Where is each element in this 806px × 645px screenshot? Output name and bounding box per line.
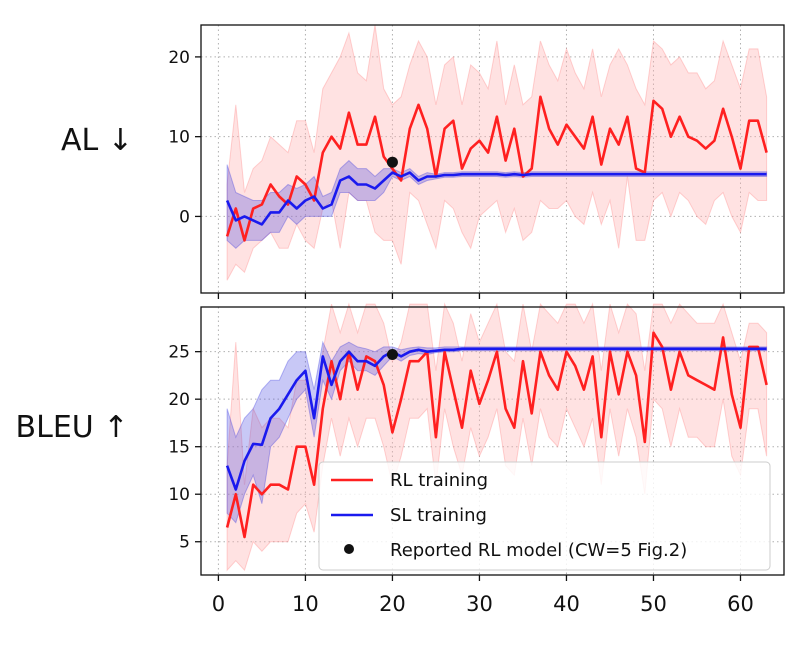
bottom-sl-line [225, 347, 767, 491]
top-yticks: 0 10 20 [168, 48, 201, 227]
bottom-xtick-label-30: 30 [466, 592, 493, 616]
bottom-xticks: 0 10 20 30 40 50 60 [212, 575, 754, 616]
legend: RL training SL training Reported RL mode… [318, 461, 771, 571]
bottom-xtick-label-40: 40 [553, 592, 580, 616]
bottom-sl-band [226, 340, 768, 524]
legend-sl-label: SL training [390, 505, 487, 526]
top-rl-band [226, 24, 768, 281]
legend-reported-marker [344, 544, 354, 554]
bottom-ytick-label-25: 25 [168, 343, 190, 363]
bottom-panel: 5 10 15 20 25 0 10 20 30 40 50 60 BLEU ↑ RL traini… [16, 302, 785, 616]
top-ytick-label-20: 20 [168, 48, 190, 68]
bottom-ytick-label-10: 10 [168, 485, 190, 505]
bottom-ylabel: BLEU ↑ [16, 410, 129, 445]
top-points [386, 156, 398, 168]
bottom-plot-frame [200, 306, 785, 576]
bottom-ytick-label-5: 5 [179, 533, 190, 553]
top-plot-frame [200, 24, 785, 294]
bottom-xtick-label-50: 50 [640, 592, 667, 616]
legend-reported-label: Reported RL model (CW=5 Fig.2) [390, 540, 687, 561]
bottom-ytick-label-20: 20 [168, 390, 190, 410]
top-ytick-label-10: 10 [168, 128, 190, 148]
top-xticks [217, 293, 742, 299]
top-lines [225, 95, 768, 242]
top-reported-point [386, 156, 398, 168]
top-ylabel: AL ↓ [61, 123, 133, 158]
top-ytick-label-0: 0 [179, 207, 190, 227]
legend-rl-label: RL training [390, 470, 488, 491]
bottom-xtick-label-10: 10 [292, 592, 319, 616]
bottom-lines [225, 331, 768, 539]
top-rl-line [225, 95, 768, 242]
bottom-points [386, 349, 398, 361]
bottom-xtick-label-0: 0 [212, 592, 225, 616]
bottom-xtick-label-60: 60 [727, 592, 754, 616]
top-sl-line [225, 171, 767, 226]
legend-box [318, 461, 771, 571]
bottom-reported-point [386, 349, 398, 361]
bottom-rl-line [225, 331, 768, 539]
bottom-ytick-label-15: 15 [168, 438, 190, 458]
top-panel: 0 10 20 AL ↓ [61, 24, 785, 299]
bottom-yticks: 5 10 15 20 25 [168, 343, 201, 553]
bottom-xtick-label-20: 20 [379, 592, 406, 616]
